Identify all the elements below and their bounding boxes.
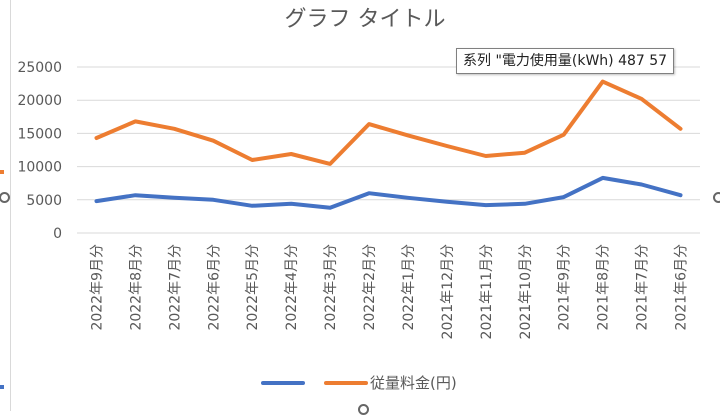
x-tick-label: 2021年12月分	[440, 244, 456, 339]
x-tick-label: 2022年3月分	[323, 244, 339, 331]
y-tick-label: 20000	[17, 93, 62, 109]
resize-handle-bottom[interactable]	[358, 404, 369, 415]
x-tick-label: 2022年5月分	[245, 244, 261, 331]
x-tick-label: 2022年6月分	[206, 244, 222, 331]
y-tick-label: 10000	[17, 160, 62, 176]
series-line-2[interactable]	[94, 79, 683, 166]
series-lines	[94, 79, 683, 210]
y-tick-label: 25000	[17, 60, 62, 76]
edge-marker-blue	[0, 385, 4, 389]
legend-label: 従量料金(円)	[370, 374, 457, 392]
y-tick-label: 0	[53, 226, 62, 242]
x-tick-label: 2021年6月分	[674, 244, 690, 331]
x-tick-label: 2022年1月分	[401, 244, 417, 331]
x-tick-label: 2021年8月分	[596, 244, 612, 331]
x-tick-label: 2021年7月分	[635, 244, 651, 331]
chart-title: グラフ タイトル	[285, 7, 446, 32]
x-axis-ticks: 2022年9月分 2022年8月分 2022年7月分 2022年6月分 2022年5月分…	[89, 244, 689, 339]
x-tick-label: 2022年9月分	[89, 244, 105, 331]
edge-marker-orange	[0, 170, 4, 174]
x-tick-label: 2022年2月分	[362, 244, 378, 331]
y-axis-ticks: 0 5000 10000 15000 20000 25000	[17, 60, 62, 242]
x-tick-label: 2022年7月分	[167, 244, 183, 331]
y-tick-label: 5000	[26, 193, 62, 209]
series-line-1[interactable]	[94, 175, 683, 210]
x-tick-label: 2021年10月分	[518, 244, 534, 339]
resize-handle-right[interactable]	[713, 192, 720, 203]
gridlines	[77, 66, 700, 234]
legend[interactable]: 従量料金(円)	[261, 374, 457, 392]
x-tick-label: 2022年4月分	[284, 244, 300, 331]
x-tick-label: 2021年9月分	[557, 244, 573, 331]
series-tooltip: 系列 "電力使用量(kWh) 487 57	[456, 48, 675, 74]
x-tick-label: 2021年11月分	[479, 244, 495, 339]
y-tick-label: 15000	[17, 126, 62, 142]
sheet-edge	[0, 0, 11, 411]
x-tick-label: 2022年8月分	[128, 244, 144, 331]
resize-handle-left[interactable]	[0, 192, 10, 203]
